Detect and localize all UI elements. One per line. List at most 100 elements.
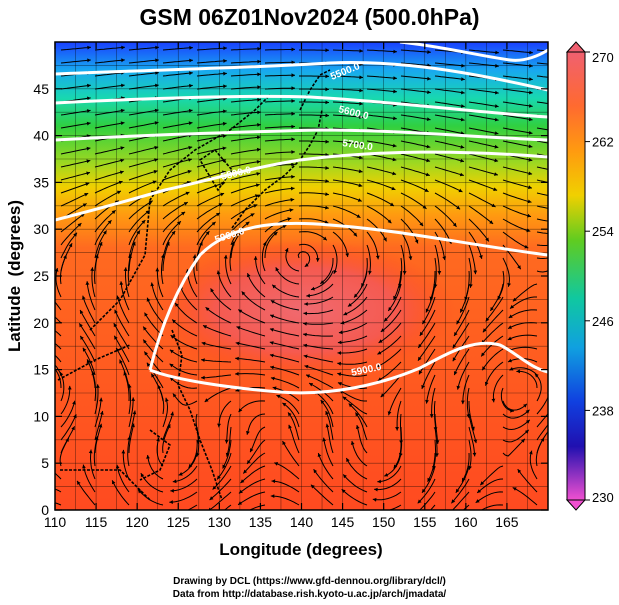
streamline-arrowhead [223,46,227,51]
streamline-arrowhead [224,439,229,444]
streamline-arrowhead [221,170,226,175]
streamline-arrowhead [157,385,162,389]
streamline [128,46,159,51]
streamline-arrowhead [155,58,159,63]
streamline-arrowhead [346,458,350,462]
streamline-arrowhead [240,479,245,483]
streamline [94,397,102,428]
streamline [264,48,296,51]
streamline-arrowhead [393,116,397,121]
x-axis-label: Longitude (degrees) [219,540,382,559]
streamline-arrowhead [563,253,567,257]
streamline [230,194,260,207]
streamline [366,114,397,120]
streamline-arrowhead [146,297,151,302]
streamline [452,322,470,349]
streamline [298,179,329,182]
streamline [162,211,186,233]
streamline-arrowhead [170,411,175,416]
streamline [421,361,436,390]
streamline-arrowhead [563,144,567,148]
streamline [94,84,125,90]
streamline-arrowhead [384,317,388,322]
streamline-arrowhead [143,326,147,331]
streamline-arrowhead [153,170,158,174]
streamline [186,504,198,510]
streamline [383,296,402,322]
streamline [161,254,165,285]
x-tick-label: 160 [454,514,478,530]
streamline [269,328,300,337]
streamline-arrowhead [203,325,207,329]
streamline [485,296,504,322]
streamline-arrowhead [368,270,372,275]
streamline [275,267,300,285]
streamline-arrowhead [494,104,499,108]
x-tick-label: 115 [85,514,108,530]
streamline-arrowhead [167,424,171,429]
streamline [417,478,436,504]
streamline-arrowhead [201,341,206,346]
streamline [366,140,397,147]
streamline-arrowhead [387,411,392,416]
streamline-arrowhead [45,285,49,289]
streamline [128,146,159,155]
streamline [271,480,300,493]
streamline [169,491,198,503]
streamline [55,267,62,298]
streamline [170,478,198,492]
streamline [417,322,436,349]
colorbar-ticks: 270 262 254 246 238 230 [585,50,614,505]
streamline-arrowhead [491,398,496,403]
streamline-arrowhead [282,224,287,229]
streamline-arrowhead [359,142,363,146]
streamline-arrowhead [472,452,477,457]
streamline [298,231,328,241]
streamline-arrowhead [257,85,261,89]
streamline [434,413,439,444]
streamline-arrowhead [494,158,499,163]
streamline-arrowhead [303,311,307,316]
streamline [60,400,76,428]
streamline [225,254,232,285]
streamline-arrowhead [255,183,260,188]
streamline [264,209,294,220]
streamline [536,205,548,209]
streamline-arrowhead [77,223,82,227]
streamline-arrowhead [427,90,431,94]
streamline-arrowhead [393,49,397,54]
streamline [230,184,260,194]
streamline-arrowhead [482,366,486,371]
streamline [162,109,193,116]
streamline-arrowhead [272,386,277,391]
streamline [366,179,396,191]
streamline-arrowhead [73,232,77,237]
streamline-arrowhead [325,423,330,428]
streamline-arrowhead [121,45,125,50]
streamline-arrowhead [456,205,461,210]
streamline-arrowhead [273,232,278,236]
streamline-arrowhead [461,90,465,95]
streamline-arrowhead [77,480,81,485]
streamline [536,395,548,415]
streamline-arrowhead [422,320,426,325]
streamline-arrowhead [510,304,514,309]
streamline-arrowhead [111,210,116,215]
streamline [282,440,300,467]
streamline [332,49,364,52]
streamline-arrowhead [82,464,86,469]
streamline [230,160,261,168]
streamline [320,258,334,285]
streamline [432,439,437,470]
streamline-arrowhead [291,99,295,103]
streamline [288,424,300,454]
streamline [146,297,164,324]
streamline-arrowhead [485,237,489,242]
streamline [128,210,150,233]
streamline [115,347,130,376]
colorbar-tick-label: 238 [592,403,614,418]
streamline-arrowhead [181,211,186,216]
streamline-arrowhead [313,469,318,474]
streamline [517,468,538,493]
x-tick-label: 165 [495,514,519,530]
